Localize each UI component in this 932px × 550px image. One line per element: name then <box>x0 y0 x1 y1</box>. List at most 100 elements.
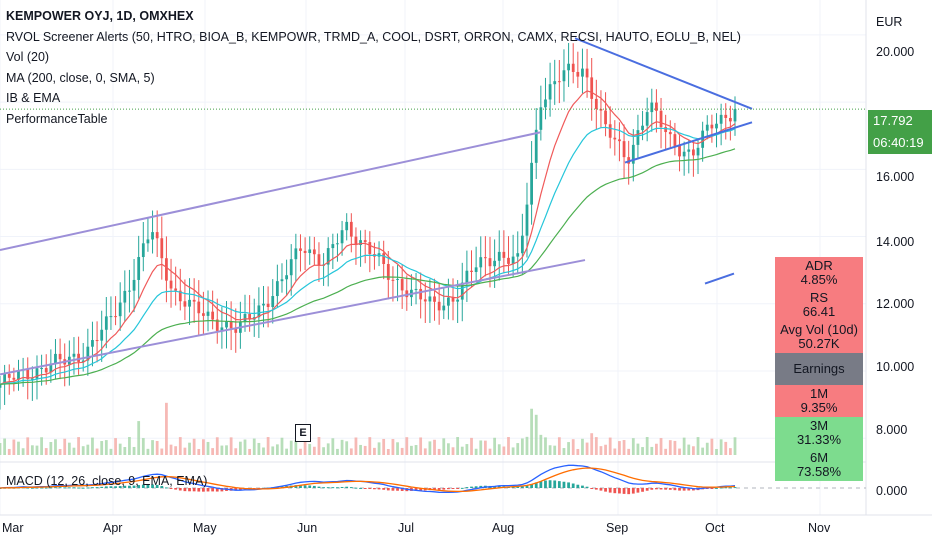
time-tick: Apr <box>103 521 123 535</box>
macd-histogram-bar <box>557 481 561 488</box>
macd-histogram-bar <box>368 488 372 489</box>
candle-body <box>368 242 372 255</box>
trendline-triangle-top <box>574 37 753 110</box>
macd-histogram-bar <box>590 488 594 489</box>
macd-histogram-bar <box>687 488 691 491</box>
volume-bar <box>465 444 469 455</box>
macd-histogram-bar <box>280 486 284 488</box>
candle-body <box>585 68 589 78</box>
volume-bar <box>581 438 584 455</box>
indicator-rvol[interactable]: RVOL Screener Alerts (50, HTRO, BIOA_B, … <box>6 29 741 44</box>
candle-body <box>534 129 538 163</box>
volume-bar <box>618 441 621 455</box>
macd-histogram-bar <box>613 488 617 494</box>
volume-bar <box>285 448 288 455</box>
macd-histogram-bar <box>719 487 723 489</box>
volume-bar <box>548 445 552 455</box>
candle-body <box>636 130 640 145</box>
volume-bar <box>410 445 413 455</box>
candle-body <box>40 368 43 370</box>
macd-histogram-bar <box>49 487 53 489</box>
volume-bar <box>488 448 492 455</box>
volume-bar <box>437 448 441 455</box>
macd-histogram-bar <box>132 485 136 488</box>
candle-body <box>109 316 113 318</box>
macd-histogram-bar <box>567 482 570 488</box>
candle-body <box>354 236 358 246</box>
volume-bar <box>206 441 210 455</box>
indicator-ma[interactable]: MA (200, close, 0, SMA, 5) <box>6 70 155 85</box>
candle-body <box>331 244 335 249</box>
volume-bar <box>419 437 423 455</box>
candle-body <box>613 137 617 140</box>
volume-bar <box>405 437 409 455</box>
volume-bar <box>562 448 566 455</box>
indicator-vol[interactable]: Vol (20) <box>6 50 50 64</box>
macd-histogram-bar <box>673 488 677 491</box>
volume-bar <box>483 440 487 455</box>
volume-bar <box>525 436 529 455</box>
macd-histogram-bar <box>460 487 464 489</box>
price-tick: 14.000 <box>876 235 915 249</box>
macd-histogram-bar <box>312 485 316 488</box>
time-tick: Mar <box>2 521 24 535</box>
volume-bar <box>636 443 640 455</box>
volume-bar <box>668 440 672 455</box>
candle-body <box>206 311 210 316</box>
candle-body <box>303 250 307 253</box>
candle-body <box>132 279 136 291</box>
candle-body <box>650 102 654 113</box>
volume-bar <box>497 444 501 455</box>
volume-bar <box>17 441 20 455</box>
price-tick: 8.000 <box>876 423 908 437</box>
candle-body <box>460 282 464 300</box>
price-tick: 20.000 <box>876 45 915 59</box>
macd-histogram-bar <box>202 488 205 492</box>
candle-body <box>382 253 386 265</box>
macd-histogram-bar <box>215 488 219 492</box>
volume-bar <box>340 439 344 455</box>
volume-bar <box>433 439 436 455</box>
macd-histogram-bar <box>604 488 607 492</box>
volume-bar <box>719 439 723 455</box>
time-tick: Nov <box>808 521 831 535</box>
indicator-performance-table[interactable]: PerformanceTable <box>6 111 108 126</box>
price-tick: 16.000 <box>876 170 915 184</box>
macd-histogram-bar <box>465 487 469 489</box>
macd-histogram-bar <box>160 485 164 488</box>
candle-body <box>400 278 404 291</box>
candle-body <box>687 149 691 152</box>
volume-bar <box>590 433 594 455</box>
candle-body <box>229 321 233 329</box>
candle-body <box>548 84 552 100</box>
candle-body <box>557 81 561 83</box>
indicator-ib-ema[interactable]: IB & EMA <box>6 91 61 105</box>
perf-cell-rs: RS 66.41 <box>775 289 863 321</box>
candle-body <box>507 257 510 264</box>
symbol-title[interactable]: KEMPOWER OYJ, 1D, OMXHEX <box>6 9 194 23</box>
candle-body <box>530 162 533 205</box>
candle-body <box>192 299 196 302</box>
volume-bar <box>225 445 228 455</box>
macd-histogram-bar <box>141 484 145 488</box>
macd-histogram-bar <box>340 486 344 488</box>
macd-histogram-bar <box>391 488 395 491</box>
macd-legend[interactable]: MACD (12, 26, close, 9, EMA, EMA) <box>6 474 208 488</box>
candle-body <box>275 281 279 297</box>
volume-bar <box>86 444 90 455</box>
macd-histogram-bar <box>562 481 566 488</box>
macd-histogram-bar <box>655 488 658 490</box>
volume-bar <box>178 437 182 455</box>
candle-body <box>146 239 150 244</box>
earnings-marker[interactable]: E <box>295 424 311 442</box>
macd-histogram-bar <box>238 488 242 491</box>
macd-histogram-bar <box>396 488 399 491</box>
macd-histogram-bar <box>308 485 312 488</box>
candle-body <box>3 373 7 385</box>
volume-bar <box>687 444 691 455</box>
macd-histogram-bar <box>377 488 381 490</box>
volume-bar <box>109 448 113 455</box>
candle-body <box>581 68 584 77</box>
candle-body <box>35 368 39 379</box>
